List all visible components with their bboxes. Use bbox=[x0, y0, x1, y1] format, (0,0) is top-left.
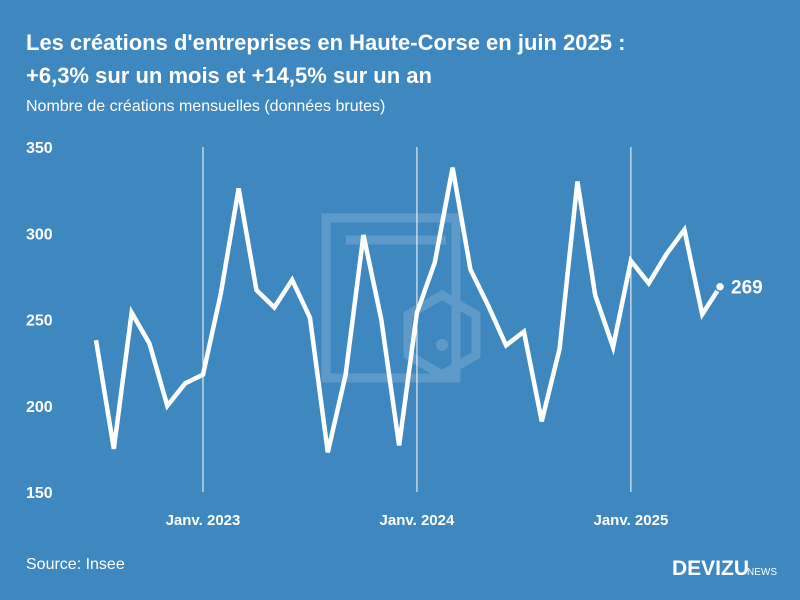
y-tick-label: 200 bbox=[26, 399, 53, 416]
chart-subtitle: Nombre de créations mensuelles (données … bbox=[26, 98, 385, 115]
x-tick-label: Janv. 2024 bbox=[380, 512, 455, 529]
x-tick-label: Janv. 2025 bbox=[594, 512, 669, 529]
chart-title: Les créations d'entreprises en Haute-Cor… bbox=[26, 30, 625, 55]
brand-suffix: NEWS bbox=[747, 567, 777, 578]
value-label: 269 bbox=[731, 278, 763, 299]
end-marker bbox=[714, 281, 726, 292]
y-tick-label: 250 bbox=[26, 313, 53, 330]
source: Source: Insee bbox=[26, 556, 125, 573]
plot: 150 200 250 300 350 Janv. 2023 Janv. 2024 Janv.… bbox=[26, 140, 763, 529]
y-tick-label: 150 bbox=[26, 485, 53, 502]
brand: DEVIZU bbox=[672, 557, 749, 580]
y-tick-label: 350 bbox=[26, 140, 53, 157]
x-tick-label: Janv. 2023 bbox=[166, 512, 241, 529]
y-tick-label: 300 bbox=[26, 226, 53, 243]
data-line bbox=[93, 167, 722, 453]
chart-title-line: +6,3% sur un mois et +14,5% sur un an bbox=[26, 63, 432, 88]
